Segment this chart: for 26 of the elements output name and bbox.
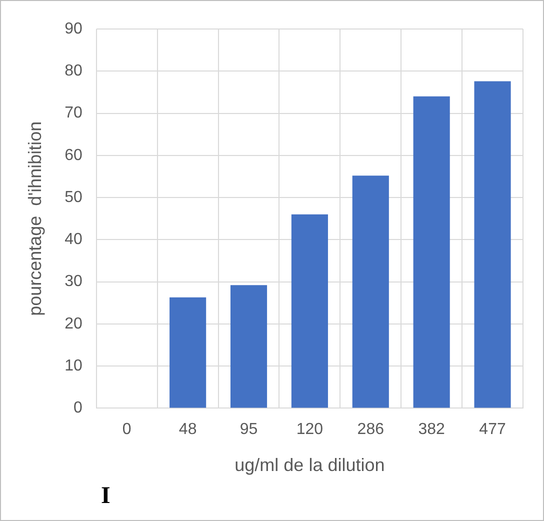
bar xyxy=(230,285,268,408)
y-tick-label: 60 xyxy=(64,146,82,164)
y-tick-label: 40 xyxy=(64,231,82,248)
y-tick-label: 20 xyxy=(64,315,82,332)
x-axis-title: ug/ml de la dilution xyxy=(234,455,385,476)
x-tick-label: 120 xyxy=(296,421,324,438)
y-tick-label: 10 xyxy=(64,357,82,374)
x-tick-label: 0 xyxy=(122,421,132,438)
x-tick-label: 382 xyxy=(418,421,446,438)
y-tick-label: 80 xyxy=(64,62,82,80)
text: I xyxy=(101,483,110,510)
y-tick-label: 90 xyxy=(64,20,82,38)
bar xyxy=(170,297,206,408)
y-tick-label: 70 xyxy=(64,104,82,122)
y-tick-label: 30 xyxy=(64,273,82,290)
bar xyxy=(291,214,328,408)
y-tick-label: 0 xyxy=(73,400,82,417)
x-tick-label: 477 xyxy=(479,421,506,438)
bar xyxy=(413,96,450,408)
x-tick-label: 48 xyxy=(178,421,197,438)
bar xyxy=(474,81,511,408)
bar xyxy=(352,176,389,408)
y-axis-title: pourcentage d'ihnibition xyxy=(24,121,45,316)
x-tick-label: 95 xyxy=(240,421,258,438)
y-tick-label: 50 xyxy=(64,188,82,206)
x-tick-label: 286 xyxy=(357,421,384,438)
